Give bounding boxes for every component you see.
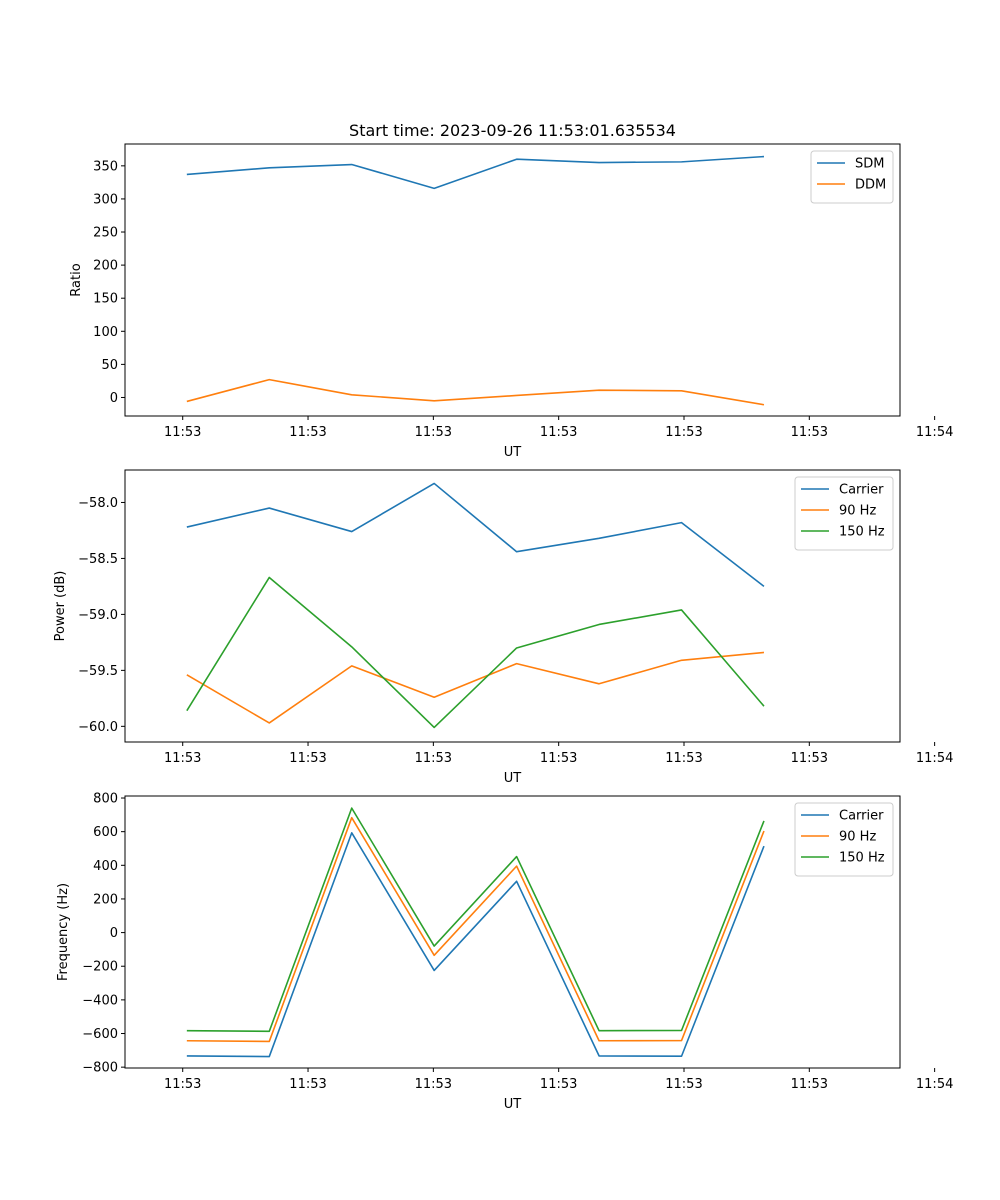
panel-power: Power (dB) UT −60.0 −59.5 −59.0 −58.5 −58.0 1… <box>53 469 953 786</box>
power-xtick-label: 11:53 <box>540 751 577 766</box>
panel-ratio-title: Start time: 2023-09-26 11:53:01.635534 <box>349 121 676 140</box>
panel-ratio-xlabel: UT <box>504 445 522 460</box>
frequency-ytick-label: 0 <box>110 926 118 941</box>
frequency-series-carrier-line <box>186 832 765 1058</box>
frequency-xtick-label: 11:53 <box>540 1077 577 1092</box>
panel-frequency: Frequency (Hz) UT −800 −600 −400 −200 0 200 40… <box>56 792 953 1112</box>
ratio-xtick-label: 11:53 <box>540 425 577 440</box>
panel-frequency-xlabel: UT <box>504 1097 522 1112</box>
power-ytick-label: −59.0 <box>78 608 118 623</box>
ratio-xtick-label: 11:53 <box>415 425 452 440</box>
ratio-xtick-label: 11:53 <box>164 425 201 440</box>
power-xtick-label: 11:53 <box>415 751 452 766</box>
power-axes-frame <box>124 469 901 743</box>
ratio-ytick-label: 0 <box>110 391 118 406</box>
panel-power-xlabel: UT <box>504 771 522 786</box>
frequency-xtick-label: 11:54 <box>916 1077 953 1092</box>
ratio-ytick-label: 300 <box>93 192 118 207</box>
panel-ratio-ylabel: Ratio <box>69 263 84 296</box>
power-legend: Carrier 90 Hz 150 Hz <box>794 476 894 551</box>
ratio-ytick-label: 200 <box>93 259 118 274</box>
power-ytick-label: −59.5 <box>78 664 118 679</box>
ratio-ytick-label: 100 <box>93 325 118 340</box>
frequency-ytick-label: 800 <box>93 792 118 807</box>
ratio-xtick-label: 11:53 <box>791 425 828 440</box>
power-series-90-hz-line <box>186 651 765 724</box>
ratio-ytick-label: 150 <box>93 292 118 307</box>
frequency-ytick-label: 600 <box>93 825 118 840</box>
frequency-xtick-label: 11:53 <box>415 1077 452 1092</box>
frequency-ytick-label: −600 <box>82 1027 118 1042</box>
power-legend-label: Carrier <box>839 483 884 498</box>
power-ytick-label: −58.5 <box>78 552 118 567</box>
ratio-ytick-label: 350 <box>93 159 118 174</box>
ratio-legend-label: SDM <box>855 157 884 172</box>
frequency-legend-label: 150 Hz <box>839 851 885 866</box>
ratio-xtick-label: 11:53 <box>289 425 326 440</box>
power-xtick-label: 11:53 <box>164 751 201 766</box>
frequency-ytick-label: 200 <box>93 892 118 907</box>
ratio-legend-label: DDM <box>855 178 886 193</box>
frequency-legend-label: Carrier <box>839 809 884 824</box>
frequency-series-150-hz-line <box>186 807 765 1033</box>
ratio-axes-frame <box>124 143 901 417</box>
power-ytick-label: −58.0 <box>78 496 118 511</box>
ratio-ytick-label: 250 <box>93 226 118 241</box>
power-ytick-label: −60.0 <box>78 720 118 735</box>
frequency-xtick-label: 11:53 <box>665 1077 702 1092</box>
frequency-xtick-label: 11:53 <box>289 1077 326 1092</box>
ratio-xtick-label: 11:53 <box>665 425 702 440</box>
frequency-legend-label: 90 Hz <box>839 830 876 845</box>
ratio-series-ddm-line <box>186 378 765 406</box>
ratio-legend-box <box>810 150 894 204</box>
frequency-ytick-label: −400 <box>82 993 118 1008</box>
power-legend-label: 90 Hz <box>839 504 876 519</box>
frequency-series-90-hz-line <box>186 816 765 1043</box>
panel-frequency-ylabel: Frequency (Hz) <box>56 883 71 981</box>
power-xtick-label: 11:53 <box>791 751 828 766</box>
frequency-xtick-label: 11:53 <box>791 1077 828 1092</box>
power-series-150-hz-line <box>186 576 765 729</box>
frequency-ytick-label: −200 <box>82 960 118 975</box>
panel-ratio: Start time: 2023-09-26 11:53:01.635534 R… <box>69 121 953 460</box>
frequency-ytick-label: 400 <box>93 859 118 874</box>
power-series-carrier-line <box>186 482 765 588</box>
frequency-xtick-label: 11:53 <box>164 1077 201 1092</box>
power-legend-label: 150 Hz <box>839 525 885 540</box>
ratio-legend: SDM DDM <box>810 150 894 204</box>
ratio-ytick-label: 50 <box>101 358 118 373</box>
panel-power-ylabel: Power (dB) <box>53 571 68 642</box>
frequency-legend: Carrier 90 Hz 150 Hz <box>794 802 894 877</box>
power-xtick-label: 11:53 <box>665 751 702 766</box>
ratio-series-sdm-line <box>186 155 765 190</box>
power-xtick-label: 11:54 <box>916 751 953 766</box>
frequency-ytick-label: −800 <box>82 1061 118 1076</box>
frequency-axes-frame <box>124 795 901 1069</box>
power-xtick-label: 11:53 <box>289 751 326 766</box>
ratio-xtick-label: 11:54 <box>916 425 953 440</box>
